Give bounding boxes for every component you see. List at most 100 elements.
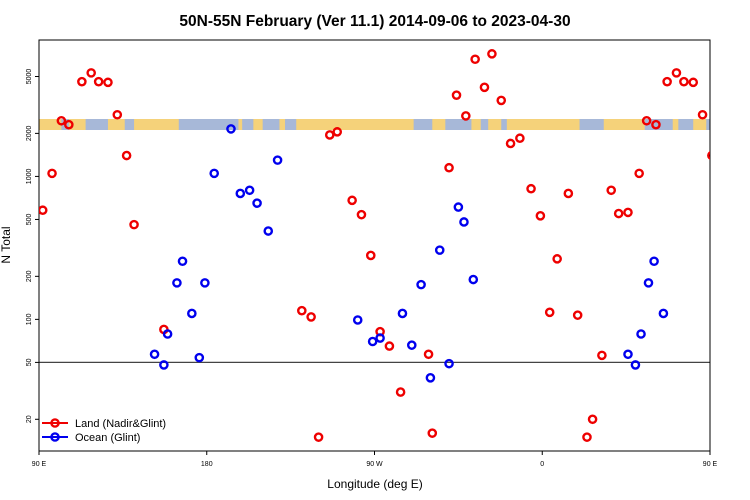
data-point [587, 414, 598, 425]
data-points [39, 49, 710, 442]
data-point [479, 82, 490, 93]
y-tick-label: 100 [26, 313, 33, 325]
y-tick-label: 1000 [26, 169, 33, 185]
data-point [630, 360, 641, 370]
data-point [149, 349, 160, 360]
data-point [39, 205, 48, 216]
data-point [187, 308, 197, 319]
data-point [451, 90, 462, 100]
data-point [356, 209, 367, 220]
y-axis-label: N Total [0, 226, 13, 263]
data-point [552, 254, 562, 264]
data-point [679, 76, 689, 87]
data-point [582, 432, 592, 442]
land-band-segment [672, 119, 679, 130]
legend-marker [50, 432, 60, 442]
data-point [121, 150, 132, 161]
data-point [93, 76, 104, 87]
data-point [649, 256, 659, 267]
data-point [324, 130, 335, 140]
data-point [64, 119, 74, 130]
land-band-segment [488, 119, 502, 130]
land-band-segment [296, 119, 414, 130]
data-point [597, 350, 607, 361]
data-point [406, 340, 417, 350]
data-point [263, 226, 274, 236]
land-band-segment [279, 119, 286, 130]
x-tick-label: 90 W [366, 461, 383, 468]
data-point [487, 49, 497, 59]
legend-label: Ocean (Glint) [75, 432, 140, 444]
x-axis-label: Longitude (deg E) [327, 477, 422, 491]
data-point [352, 315, 363, 325]
x-tick-label: 90 E [703, 461, 718, 468]
data-point [697, 109, 708, 120]
data-point [159, 360, 169, 370]
data-point [461, 111, 471, 121]
data-point [425, 373, 436, 383]
data-point [623, 207, 633, 218]
data-point [453, 202, 464, 212]
data-point [103, 77, 113, 88]
data-point [641, 115, 652, 126]
x-tick-label: 180 [201, 461, 213, 468]
data-point [129, 219, 139, 230]
y-tick-label: 2000 [26, 125, 33, 141]
data-point [658, 308, 669, 319]
data-point [86, 68, 96, 78]
data-point [56, 115, 67, 126]
data-point [252, 198, 262, 208]
data-point [332, 127, 343, 137]
data-point [194, 352, 205, 363]
data-point [200, 278, 210, 288]
data-point [306, 312, 316, 322]
land-band-segment [39, 119, 62, 130]
legend: Land (Nadir&Glint) Ocean (Glint) [42, 418, 166, 444]
data-point [544, 307, 555, 318]
plot-frame [38, 39, 711, 452]
data-point [347, 195, 357, 206]
legend-marker [50, 418, 60, 428]
data-point [367, 336, 378, 347]
data-point [172, 278, 182, 288]
y-tick-label: 50 [26, 358, 33, 366]
y-axis: 20 50 100 200 500 1000 2000 5000 [26, 69, 39, 423]
x-tick-label: 0 [540, 461, 544, 468]
data-point [459, 217, 469, 227]
land-band-segment [471, 119, 481, 130]
land-band-segment [693, 119, 707, 130]
data-point [177, 256, 188, 267]
data-point [572, 310, 583, 320]
land-band-segment [134, 119, 179, 130]
data-point [162, 329, 173, 339]
data-point [209, 168, 220, 179]
x-axis: 90 E 180 90 W 0 90 E [32, 451, 718, 468]
data-point [496, 95, 507, 106]
chart-title: 50N-55N February (Ver 11.1) 2014-09-06 t… [179, 13, 570, 30]
data-point [623, 349, 633, 360]
data-point [535, 211, 546, 221]
data-point [47, 168, 57, 179]
y-tick-label: 5000 [26, 69, 33, 85]
data-point [423, 349, 434, 360]
land-band-segment [238, 119, 243, 130]
land-ocean-band [39, 119, 710, 130]
data-point [235, 188, 246, 199]
data-point [427, 428, 438, 438]
y-tick-label: 20 [26, 415, 33, 423]
data-point [651, 119, 661, 130]
data-point [313, 432, 324, 442]
y-tick-label: 200 [26, 270, 33, 282]
data-point [375, 333, 385, 343]
land-band-segment [432, 119, 446, 130]
data-point [688, 77, 699, 88]
data-point [434, 245, 445, 255]
land-band-segment [107, 119, 125, 130]
data-point [272, 155, 283, 165]
data-point [416, 279, 426, 290]
data-point [384, 341, 395, 351]
x-tick-label: 90 E [32, 461, 47, 468]
data-point [634, 168, 644, 179]
data-point [226, 124, 236, 134]
data-point [707, 151, 710, 160]
